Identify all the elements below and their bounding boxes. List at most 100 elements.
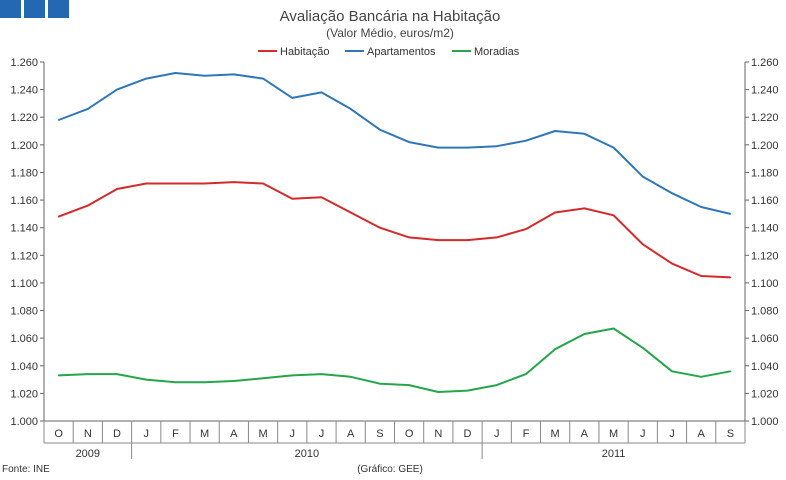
x-tick-label: A <box>581 428 589 440</box>
data-point-apartamentos <box>379 128 381 131</box>
y-tick-label-left: 1.020 <box>10 388 38 400</box>
chart-title: Avaliação Bancária na Habitação <box>280 8 501 25</box>
y-tick-label-right: 1.220 <box>751 112 779 124</box>
data-point-apartamentos <box>116 88 118 91</box>
data-point-moradias <box>408 384 410 386</box>
data-point-apartamentos <box>466 146 469 149</box>
x-tick-label: A <box>347 428 355 440</box>
x-tick-label: J <box>640 428 646 440</box>
y-tick-label-left: 1.140 <box>10 223 38 235</box>
x-tick-label: J <box>143 428 149 440</box>
data-point-habitacao <box>145 182 148 185</box>
data-point-habitacao <box>262 182 264 185</box>
data-point-moradias <box>145 378 148 381</box>
y-tick-label-right: 1.020 <box>751 388 779 400</box>
x-tick-label: S <box>727 428 734 440</box>
data-point-habitacao <box>379 226 381 229</box>
data-point-moradias <box>583 333 586 335</box>
data-point-moradias <box>641 347 644 349</box>
data-point-apartamentos <box>437 146 440 149</box>
year-label: 2009 <box>76 448 100 460</box>
data-point-moradias <box>612 327 615 330</box>
chart-subtitle: (Valor Médio, euros/m2) <box>326 26 454 40</box>
data-point-moradias <box>466 389 469 392</box>
source-note: Fonte: INE <box>2 464 50 475</box>
axes: 1.000 1.000 1.020 1.020 1.040 1.040 1.060 1.060… <box>10 57 778 460</box>
series-line-habitacao <box>58 181 731 279</box>
data-point-habitacao <box>495 236 498 239</box>
data-point-moradias <box>525 373 527 375</box>
data-point-habitacao <box>174 182 177 185</box>
y-tick-label-left: 1.240 <box>10 85 38 97</box>
y-tick-label-left: 1.080 <box>10 306 38 318</box>
year-label: 2010 <box>295 448 319 460</box>
data-point-apartamentos <box>233 73 235 76</box>
x-tick-label: M <box>258 428 267 440</box>
data-point-moradias <box>320 373 323 375</box>
y-tick-label-left: 1.040 <box>10 361 38 373</box>
legend-label-moradias: Moradias <box>474 46 520 58</box>
data-point-habitacao <box>233 181 235 183</box>
data-point-apartamentos <box>320 91 323 94</box>
data-point-apartamentos <box>408 141 410 143</box>
data-point-habitacao <box>437 239 440 241</box>
x-tick-label: D <box>113 428 121 440</box>
y-tick-label-left: 1.180 <box>10 167 38 179</box>
x-tick-label: J <box>494 428 500 440</box>
x-tick-label: O <box>54 428 63 440</box>
data-point-apartamentos <box>291 97 294 99</box>
data-point-habitacao <box>583 207 586 210</box>
data-point-apartamentos <box>583 133 586 135</box>
data-point-habitacao <box>87 204 89 207</box>
x-tick-label: S <box>376 428 383 440</box>
legend-label-habitacao: Habitação <box>280 46 330 58</box>
data-point-habitacao <box>729 276 732 279</box>
data-point-habitacao <box>671 262 673 265</box>
data-point-moradias <box>203 381 206 384</box>
data-point-apartamentos <box>262 77 264 80</box>
legend-label-apartamentos: Apartamentos <box>367 46 436 58</box>
x-tick-label: N <box>434 428 442 440</box>
data-point-habitacao <box>700 275 702 277</box>
y-tick-label-left: 1.260 <box>10 57 38 69</box>
data-point-moradias <box>437 391 440 393</box>
data-point-apartamentos <box>671 192 673 194</box>
y-tick-label-left: 1.060 <box>10 333 38 345</box>
data-point-habitacao <box>554 211 556 214</box>
x-tick-label: M <box>609 428 618 440</box>
data-point-habitacao <box>57 215 60 218</box>
year-label: 2011 <box>602 448 626 460</box>
data-point-moradias <box>87 373 89 375</box>
ine-logo-squares-icon <box>0 0 69 18</box>
data-point-apartamentos <box>145 77 148 80</box>
data-point-moradias <box>495 384 498 386</box>
data-point-apartamentos <box>729 213 732 215</box>
data-point-moradias <box>671 370 673 373</box>
y-tick-label-left: 1.160 <box>10 195 38 207</box>
y-tick-label-right: 1.140 <box>751 223 779 235</box>
series-line-apartamentos <box>58 72 731 215</box>
x-tick-label: F <box>172 428 179 440</box>
data-point-apartamentos <box>495 145 498 148</box>
y-tick-label-left: 1.100 <box>10 278 38 290</box>
data-point-moradias <box>700 376 702 378</box>
x-tick-label: A <box>230 428 238 440</box>
x-tick-label: J <box>290 428 296 440</box>
data-point-apartamentos <box>700 206 702 208</box>
x-tick-label: J <box>669 428 675 440</box>
x-tick-label: M <box>551 428 560 440</box>
data-point-moradias <box>57 374 60 377</box>
data-point-habitacao <box>525 228 527 230</box>
data-point-apartamentos <box>525 139 527 142</box>
data-point-habitacao <box>320 196 323 199</box>
x-tick-label: N <box>84 428 92 440</box>
y-tick-label-left: 1.200 <box>10 140 38 152</box>
data-point-moradias <box>262 377 264 379</box>
data-point-moradias <box>554 348 556 351</box>
x-tick-label: M <box>200 428 209 440</box>
data-point-habitacao <box>466 239 469 241</box>
y-tick-label-right: 1.100 <box>751 278 779 290</box>
y-tick-label-right: 1.040 <box>751 361 779 373</box>
y-tick-label-right: 1.180 <box>751 167 779 179</box>
data-point-habitacao <box>291 197 294 200</box>
